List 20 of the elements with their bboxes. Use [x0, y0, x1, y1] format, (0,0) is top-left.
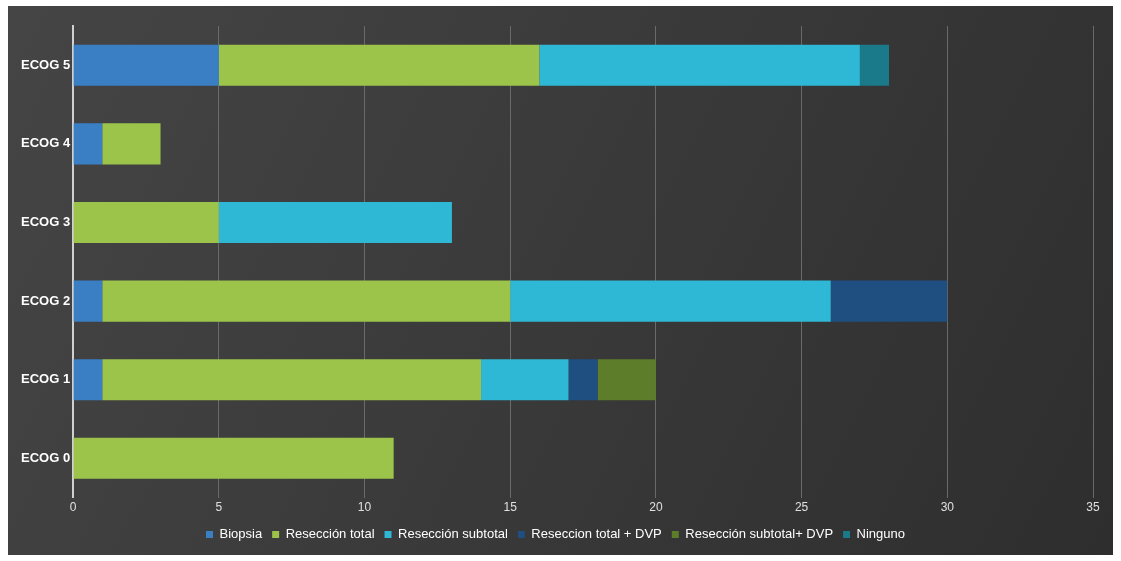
y-tick-label: ECOG 4	[21, 135, 71, 151]
y-tick-label: ECOG 0	[21, 449, 71, 465]
y-tick-label: ECOG 2	[21, 292, 71, 308]
x-tick-label: 5	[215, 500, 223, 515]
y-tick-label: ECOG 1	[21, 371, 71, 387]
y-tick-label: ECOG 3	[21, 214, 71, 230]
legend-label: Ninguno	[856, 526, 905, 542]
x-tick-label: 15	[503, 500, 518, 515]
legend-label: Resección total	[285, 526, 375, 542]
x-tick-label: 25	[794, 500, 809, 515]
legend-label: Resección subtotal	[398, 526, 508, 542]
x-tick-label: 0	[69, 500, 77, 515]
legend-label: Resección subtotal+ DVP	[685, 526, 834, 542]
legend-label: Reseccion total + DVP	[531, 526, 662, 542]
x-tick-label: 30	[940, 500, 955, 515]
y-tick-label: ECOG 5	[21, 56, 71, 72]
x-tick-label: 20	[649, 500, 663, 515]
legend-label: Biopsia	[219, 526, 263, 542]
x-tick-label: 10	[357, 500, 372, 515]
x-tick-label: 35	[1086, 500, 1100, 515]
